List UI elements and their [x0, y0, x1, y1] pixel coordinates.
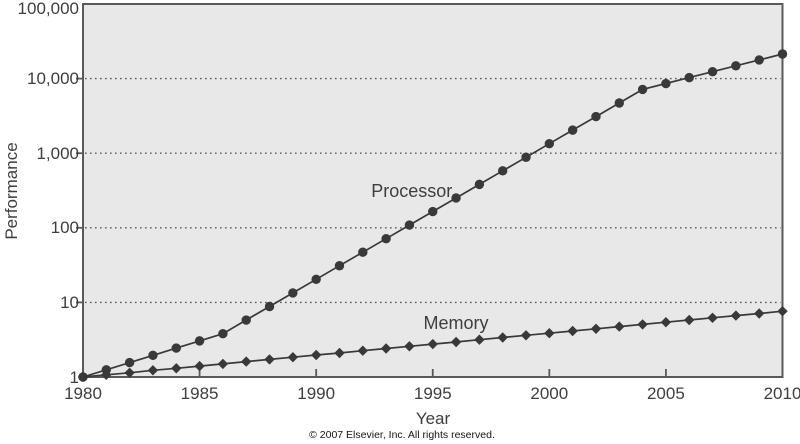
processor-data-point: [707, 67, 718, 77]
memory-data-point: [101, 369, 112, 380]
memory-data-point: [614, 321, 625, 332]
memory-data-point: [544, 328, 555, 339]
memory-series: [77, 306, 788, 383]
x-tick-label: 2010: [763, 384, 800, 403]
processor-data-point: [171, 343, 181, 353]
x-axis-title: Year: [415, 409, 451, 428]
processor-data-point: [777, 49, 788, 59]
memory-data-point: [637, 319, 648, 330]
processor-series: [78, 49, 788, 382]
y-tick-label: 10,000: [27, 69, 79, 89]
processor-data-point: [684, 72, 694, 83]
processor-data-point: [194, 336, 205, 346]
memory-data-point: [777, 306, 788, 317]
memory-data-point: [730, 310, 742, 321]
processor-data-point: [404, 220, 415, 230]
memory-data-point: [264, 354, 275, 365]
processor-data-point: [381, 233, 391, 244]
x-tick-label: 1990: [297, 384, 336, 403]
processor-series-label: Processor: [371, 181, 452, 201]
memory-data-point: [567, 325, 578, 337]
memory-data-point: [450, 336, 462, 348]
y-tick-label: 100: [50, 218, 79, 238]
memory-data-point: [474, 334, 485, 345]
memory-data-point: [380, 343, 392, 354]
x-tick-label: 2005: [646, 384, 685, 403]
processor-data-point: [124, 357, 135, 368]
gridlines: [85, 77, 781, 304]
memory-data-point: [124, 367, 135, 378]
processor-data-point: [241, 315, 251, 325]
processor-data-point: [358, 247, 368, 257]
processor-data-point: [451, 193, 461, 203]
processor-data-point: [264, 301, 275, 312]
memory-data-point: [77, 371, 89, 383]
y-tick-label: 100,000: [17, 0, 79, 18]
processor-data-point: [544, 138, 555, 149]
memory-data-point: [357, 345, 368, 356]
processor-data-point: [567, 125, 578, 135]
processor-data-point: [498, 166, 508, 176]
processor-data-point: [428, 206, 438, 217]
memory-data-point: [311, 349, 322, 361]
memory-series-label: Memory: [424, 313, 489, 333]
memory-data-point: [660, 317, 672, 328]
y-axis-ticks: [76, 77, 83, 304]
x-tick-label: 1985: [180, 384, 219, 403]
memory-data-point: [590, 323, 602, 334]
processor-data-point: [731, 61, 741, 71]
memory-data-point: [147, 365, 159, 376]
memory-data-point: [194, 360, 205, 372]
processor-data-point: [148, 350, 158, 361]
processor-data-point: [334, 261, 345, 271]
memory-data-point: [754, 308, 765, 319]
processor-data-point: [661, 78, 671, 89]
y-tick-label: 10: [60, 292, 79, 312]
x-tick-label: 1980: [64, 384, 102, 403]
y-axis-title: Performance: [2, 142, 21, 240]
memory-data-point: [334, 347, 345, 359]
x-tick-label: 2000: [530, 384, 569, 403]
memory-data-point: [241, 356, 252, 367]
processor-data-point: [637, 84, 648, 95]
processor-data-point: [614, 98, 624, 108]
y-tick-label: 1: [69, 367, 79, 387]
memory-data-point: [404, 341, 415, 352]
processor-data-point: [218, 328, 228, 339]
copyright-notice: © 2007 Elsevier, Inc. All rights reserve…: [309, 429, 495, 441]
processor-data-point: [591, 111, 601, 122]
memory-data-point: [427, 338, 438, 350]
memory-data-point: [497, 332, 508, 343]
memory-data-point: [287, 352, 299, 363]
y-tick-label: 1,000: [36, 143, 79, 163]
plot-background: [83, 4, 783, 377]
processor-data-point: [754, 55, 764, 65]
x-tick-label: 1995: [413, 384, 452, 403]
memory-data-point: [520, 330, 532, 341]
memory-data-point: [171, 363, 182, 374]
memory-data-point: [684, 314, 695, 326]
processor-data-point: [474, 179, 485, 190]
memory-data-point: [707, 312, 718, 323]
processor-data-point: [311, 274, 321, 285]
processor-data-point: [521, 152, 531, 162]
memory-data-point: [217, 358, 229, 370]
processor-data-point: [288, 288, 298, 298]
